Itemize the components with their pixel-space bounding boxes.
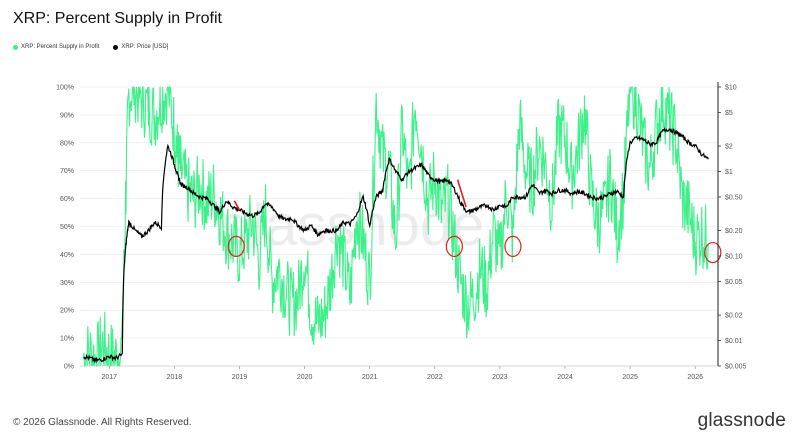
y-left-tick-label: 90% (60, 112, 74, 119)
legend-item-price[interactable]: XRP: Price [USD] (113, 44, 168, 50)
y-right-tick-label: $5 (725, 110, 733, 117)
legend: XRP: Percent Supply in Profit XRP: Price… (13, 44, 168, 50)
y-left-tick-label: 10% (60, 336, 74, 343)
x-tick-label: 2026 (687, 374, 703, 381)
x-tick-label: 2018 (167, 374, 183, 381)
highlight-segment (456, 179, 467, 208)
y-right-tick-label: $0.02 (725, 313, 743, 320)
y-left-tick-label: 70% (60, 168, 74, 175)
y-left-tick-label: 80% (60, 140, 74, 147)
x-tick-label: 2017 (102, 374, 118, 381)
brand-logo[interactable]: glassnode (697, 410, 786, 431)
legend-dot-supply (13, 44, 18, 50)
y-right-tick-label: $0.50 (725, 194, 743, 201)
x-tick-label: 2023 (492, 374, 508, 381)
y-left-tick-label: 30% (60, 280, 74, 287)
x-tick-label: 2025 (622, 374, 638, 381)
y-left-tick-label: 40% (60, 252, 74, 259)
y-left-tick-label: 60% (60, 196, 74, 203)
y-right-tick-label: $10 (725, 85, 737, 92)
y-right-tick-label: $2 (725, 144, 733, 151)
y-left-tick-label: 0% (64, 364, 74, 371)
annotation-layer (227, 179, 722, 264)
series-line-supply-in-profit (82, 85, 709, 367)
legend-label-price: XRP: Price [USD] (121, 44, 169, 50)
y-right-tick-label: $1 (725, 169, 733, 176)
series-line-price (83, 127, 709, 364)
y-right-tick-label: $0.10 (725, 254, 743, 261)
y-left-tick-label: 100% (56, 85, 74, 92)
copyright-footer: © 2026 Glassnode. All Rights Reserved. (13, 417, 192, 428)
highlight-circle (504, 235, 522, 258)
highlight-circle (704, 241, 722, 264)
x-tick-label: 2020 (297, 374, 313, 381)
highlight-segment (233, 200, 241, 211)
x-tick-label: 2022 (427, 374, 443, 381)
y-left-tick-label: 50% (60, 224, 74, 231)
y-left-tick-label: 20% (60, 308, 74, 315)
y-right-tick-label: $0.01 (725, 338, 743, 345)
y-right-tick-label: $0.05 (725, 279, 743, 286)
legend-label-supply: XRP: Percent Supply in Profit (21, 44, 100, 50)
highlight-circle (227, 235, 245, 258)
x-tick-label: 2019 (232, 374, 248, 381)
y-right-tick-label: $0.005 (725, 364, 747, 371)
chart-title: XRP: Percent Supply in Profit (13, 10, 222, 27)
legend-item-supply[interactable]: XRP: Percent Supply in Profit (13, 44, 99, 50)
series-layer (82, 85, 709, 367)
axes: 0% 10% 20% 30% 40% 50% 60% 70% 80% 90% 100% $0.005 $… (56, 82, 747, 381)
x-tick-label: 2021 (362, 374, 378, 381)
y-right-tick-label: $0.20 (725, 228, 743, 235)
legend-dot-price (113, 44, 119, 50)
highlight-circle (445, 235, 463, 258)
x-tick-label: 2024 (557, 374, 573, 381)
